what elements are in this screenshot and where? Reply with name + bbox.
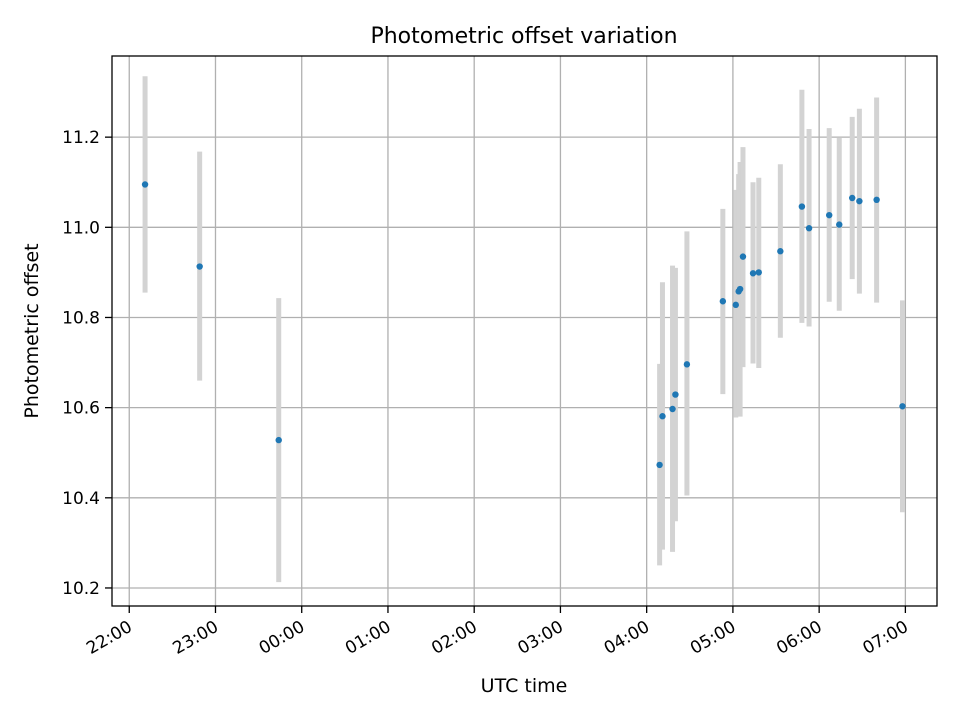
data-point [736,285,744,293]
y-tick-label: 10.6 [62,399,100,419]
y-axis-label: Photometric offset [21,243,43,418]
data-point [798,203,806,210]
data-point [672,391,679,398]
data-point [849,194,856,202]
data-point [856,197,863,205]
plot-frame [111,55,938,607]
data-point [275,436,282,444]
data-point [873,196,880,204]
data-point [732,301,739,309]
y-tick-label: 11.2 [62,128,100,148]
data-point [749,270,757,277]
y-tick-label: 10.2 [62,579,100,599]
data-point [141,181,149,188]
data-point [777,248,784,255]
grid-lines [112,56,937,606]
data-point [805,225,813,232]
chart-title: Photometric offset variation [370,24,677,49]
y-tick-label: 11.0 [62,218,100,238]
data-points [141,181,906,469]
data-point [755,269,762,276]
data-point [899,403,906,410]
data-point [836,221,843,228]
y-tick-label: 10.4 [62,489,100,509]
y-axis-ticks: 10.2 10.4 10.6 10.8 11.0 11.2 [62,128,112,599]
data-point [719,298,727,305]
data-point [739,253,747,260]
data-point [196,263,203,270]
data-point [659,413,666,420]
data-point [826,211,833,219]
data-point [656,461,663,469]
y-tick-label: 10.8 [62,308,100,328]
data-point [669,405,676,413]
data-point [683,361,691,368]
x-axis-label: UTC time [481,675,568,697]
